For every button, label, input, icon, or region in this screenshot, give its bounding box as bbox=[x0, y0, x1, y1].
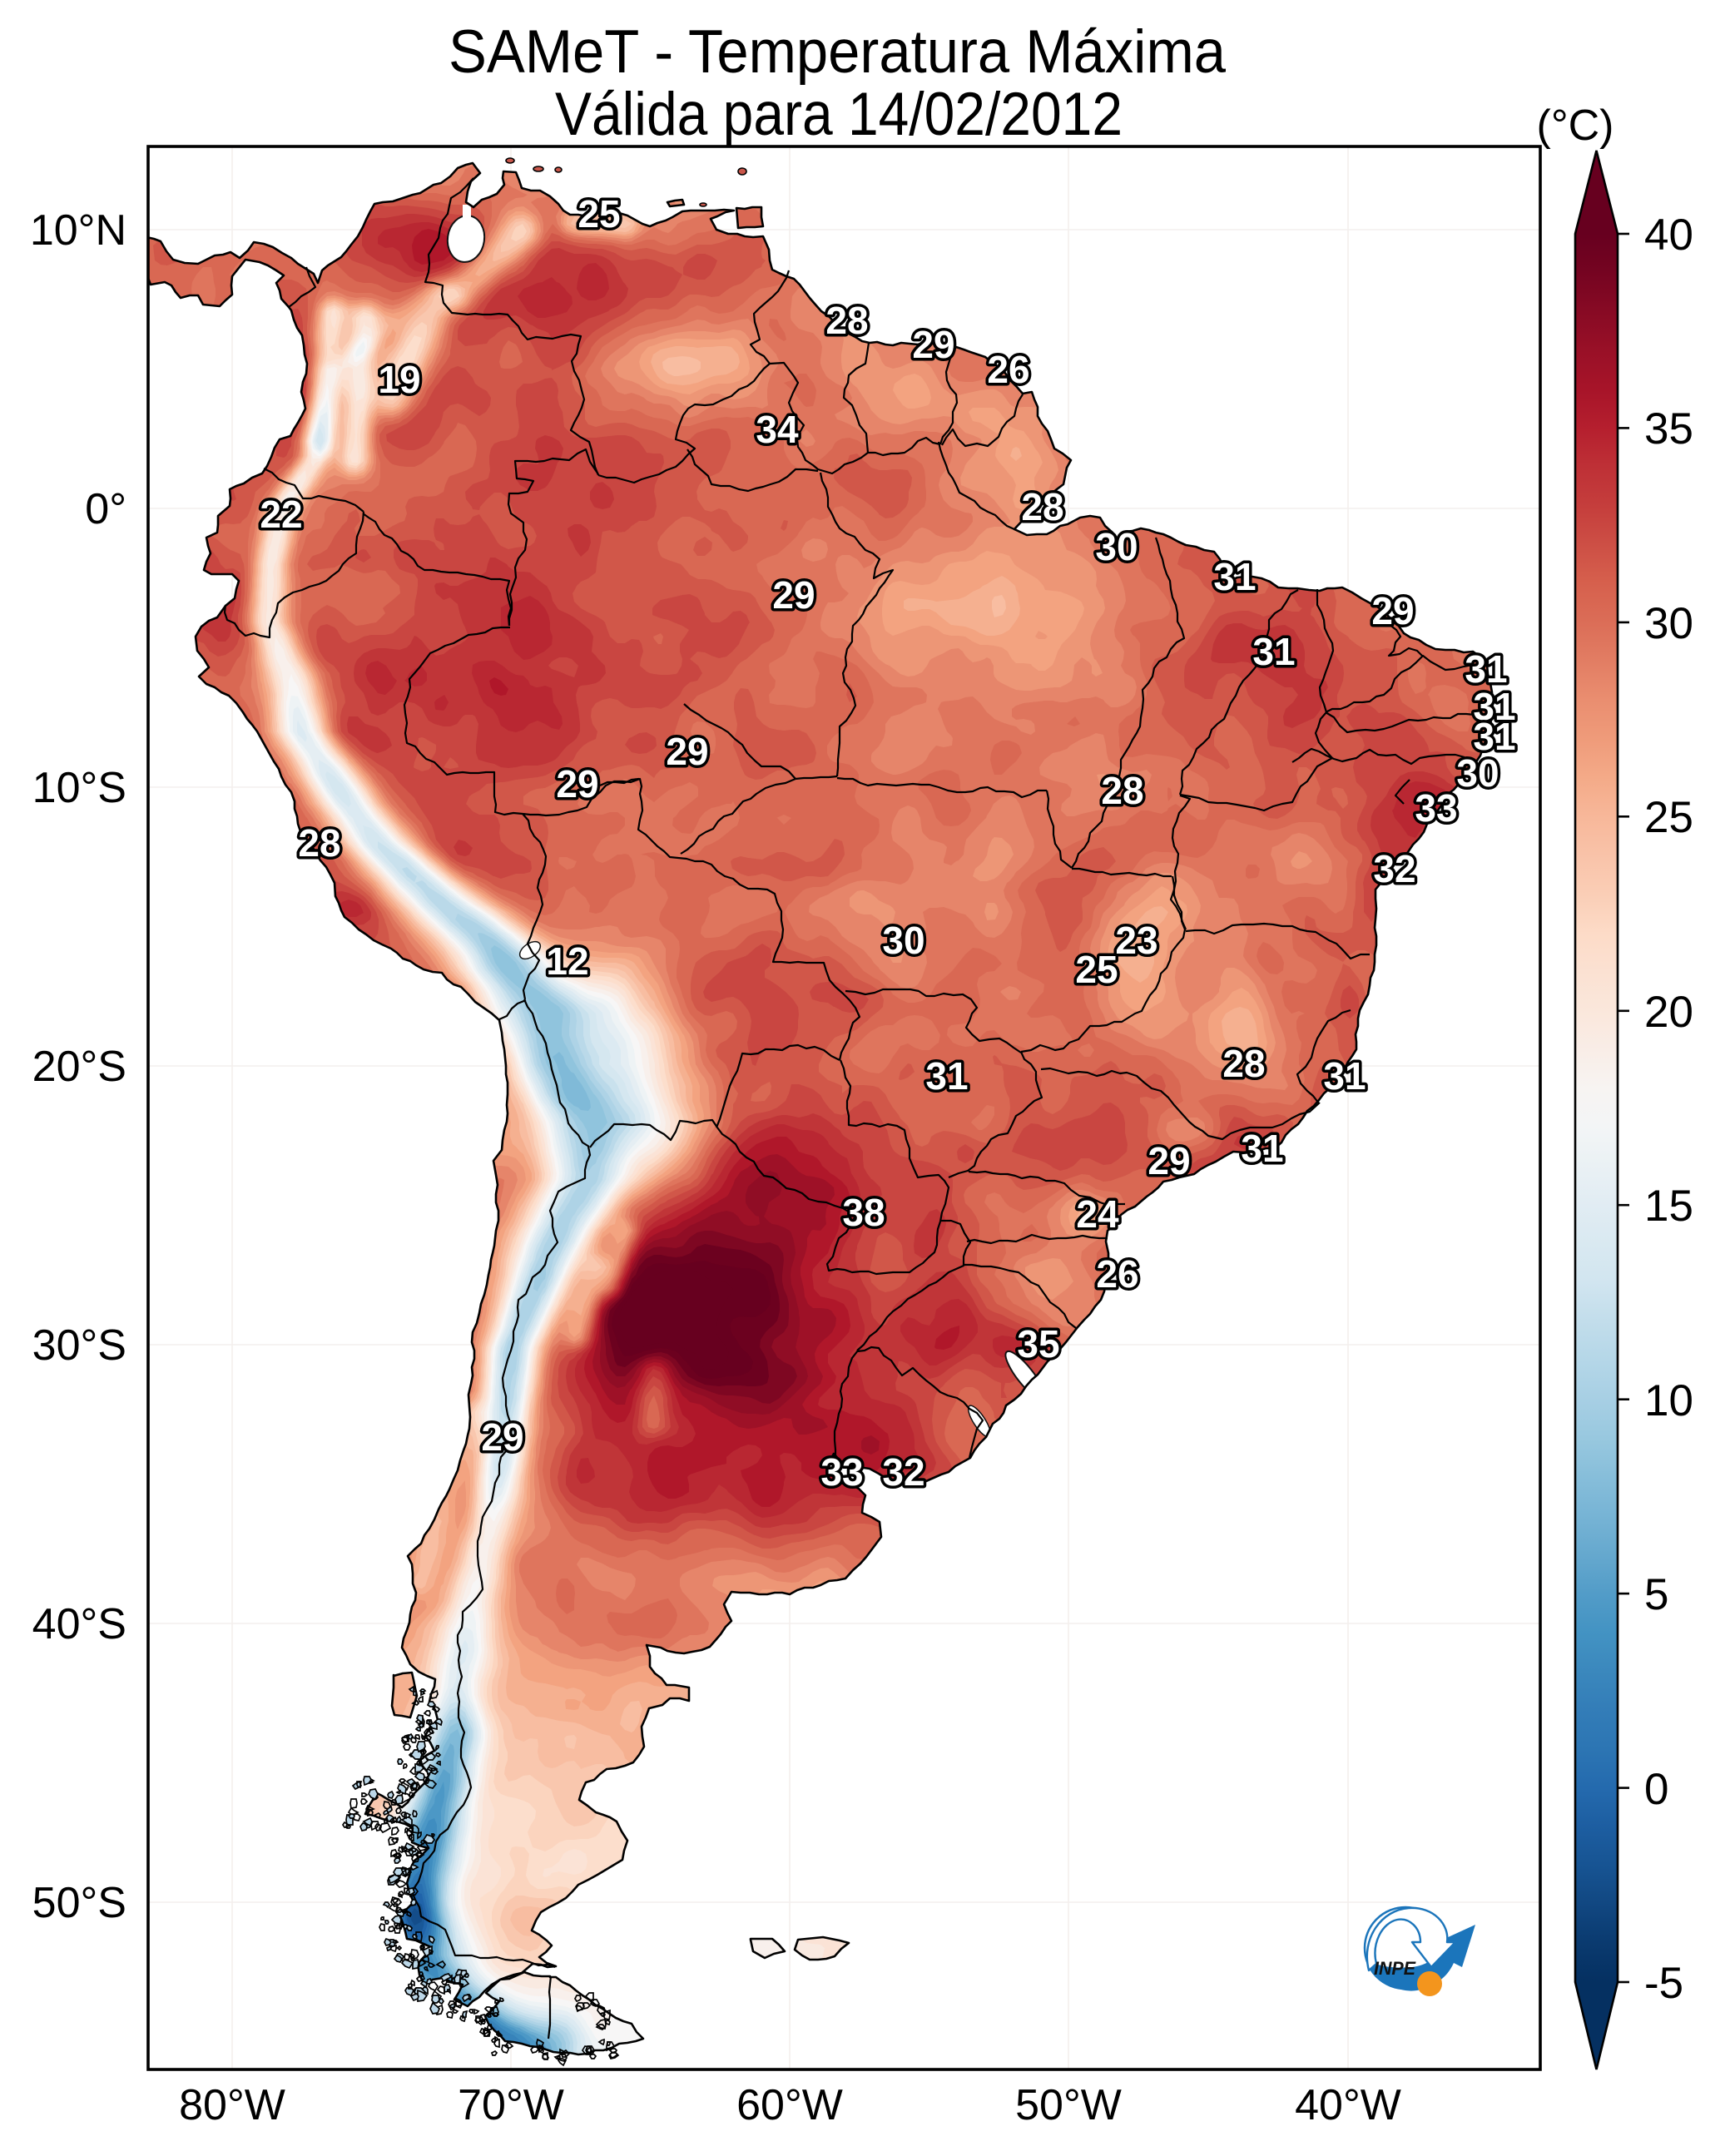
svg-text:25: 25 bbox=[1644, 793, 1693, 842]
svg-text:29: 29 bbox=[1371, 589, 1414, 632]
svg-text:26: 26 bbox=[987, 348, 1029, 391]
svg-text:10°S: 10°S bbox=[32, 764, 126, 812]
svg-text:26: 26 bbox=[1096, 1252, 1138, 1296]
svg-text:35: 35 bbox=[1017, 1322, 1059, 1365]
svg-text:24: 24 bbox=[1076, 1192, 1119, 1236]
svg-text:31: 31 bbox=[1252, 630, 1295, 673]
svg-text:25: 25 bbox=[1075, 948, 1118, 991]
svg-text:29: 29 bbox=[772, 573, 815, 617]
svg-text:0°: 0° bbox=[85, 485, 126, 533]
svg-text:29: 29 bbox=[481, 1415, 523, 1459]
svg-text:60°W: 60°W bbox=[736, 2081, 843, 2129]
svg-text:38: 38 bbox=[842, 1191, 885, 1234]
svg-text:31: 31 bbox=[1241, 1127, 1283, 1170]
svg-text:23: 23 bbox=[1115, 919, 1157, 962]
svg-text:29: 29 bbox=[666, 730, 708, 773]
svg-text:12: 12 bbox=[546, 939, 588, 983]
svg-text:29: 29 bbox=[1147, 1139, 1190, 1182]
svg-text:31: 31 bbox=[1213, 555, 1256, 598]
svg-text:30: 30 bbox=[1644, 599, 1693, 648]
svg-text:32: 32 bbox=[1373, 847, 1415, 890]
svg-text:31: 31 bbox=[1473, 685, 1515, 728]
svg-text:40°S: 40°S bbox=[32, 1600, 126, 1648]
svg-text:20: 20 bbox=[1644, 988, 1693, 1037]
svg-text:80°W: 80°W bbox=[179, 2081, 285, 2129]
svg-text:(°C): (°C) bbox=[1537, 102, 1614, 150]
svg-text:31: 31 bbox=[1465, 647, 1507, 691]
svg-text:-5: -5 bbox=[1644, 1959, 1683, 2008]
svg-text:28: 28 bbox=[1021, 485, 1063, 528]
svg-text:40: 40 bbox=[1644, 211, 1693, 260]
svg-text:29: 29 bbox=[556, 762, 598, 805]
svg-text:20°S: 20°S bbox=[32, 1043, 126, 1091]
svg-text:30: 30 bbox=[882, 919, 924, 962]
svg-text:32: 32 bbox=[882, 1450, 924, 1494]
svg-text:50°S: 50°S bbox=[32, 1879, 126, 1927]
svg-text:30°S: 30°S bbox=[32, 1321, 126, 1370]
svg-text:70°W: 70°W bbox=[458, 2081, 564, 2129]
svg-text:5: 5 bbox=[1644, 1570, 1668, 1619]
svg-text:29: 29 bbox=[912, 323, 954, 366]
svg-text:33: 33 bbox=[1415, 786, 1457, 830]
svg-text:28: 28 bbox=[825, 299, 868, 342]
svg-text:0: 0 bbox=[1644, 1765, 1668, 1814]
svg-text:35: 35 bbox=[1644, 404, 1693, 454]
svg-text:28: 28 bbox=[1222, 1042, 1265, 1085]
svg-text:28: 28 bbox=[298, 821, 340, 865]
svg-text:10°N: 10°N bbox=[30, 206, 126, 255]
svg-text:30: 30 bbox=[1095, 525, 1138, 568]
svg-text:19: 19 bbox=[378, 358, 420, 401]
svg-text:31: 31 bbox=[925, 1054, 968, 1098]
svg-text:28: 28 bbox=[1101, 769, 1143, 812]
svg-text:34: 34 bbox=[756, 408, 799, 451]
svg-text:31: 31 bbox=[1323, 1054, 1366, 1098]
svg-text:10: 10 bbox=[1644, 1376, 1693, 1425]
svg-text:Válida para 14/02/2012: Válida para 14/02/2012 bbox=[555, 81, 1123, 148]
svg-text:50°W: 50°W bbox=[1015, 2081, 1122, 2129]
svg-text:INPE: INPE bbox=[1374, 1958, 1416, 1979]
svg-text:SAMeT - Temperatura Máxima: SAMeT - Temperatura Máxima bbox=[449, 18, 1226, 86]
svg-text:15: 15 bbox=[1644, 1182, 1693, 1231]
svg-text:25: 25 bbox=[577, 192, 620, 235]
svg-text:40°W: 40°W bbox=[1295, 2081, 1401, 2129]
svg-text:33: 33 bbox=[820, 1450, 863, 1494]
svg-text:31: 31 bbox=[1473, 715, 1515, 758]
svg-text:30: 30 bbox=[1456, 751, 1499, 795]
svg-text:22: 22 bbox=[260, 493, 302, 536]
